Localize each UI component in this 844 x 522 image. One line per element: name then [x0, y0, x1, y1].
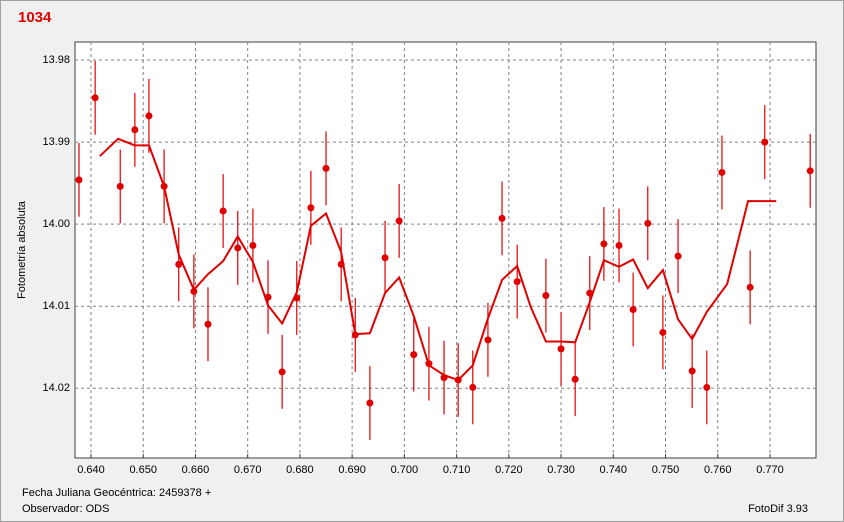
data-point [204, 320, 212, 328]
observer: Observador: ODS [22, 503, 109, 515]
data-point [615, 241, 623, 249]
y-tick-label: 14.00 [42, 218, 70, 230]
data-point [410, 351, 418, 359]
x-axis-label: Fecha Juliana Geocéntrica: 2459378 + [22, 487, 211, 499]
y-tick-label: 13.98 [42, 54, 70, 66]
data-point [469, 383, 477, 391]
data-point [600, 240, 608, 248]
x-tick-label: 0.770 [756, 464, 784, 476]
x-tick-label: 0.730 [547, 464, 575, 476]
data-point [91, 94, 99, 102]
plot-area [74, 41, 817, 459]
chart-title: 1034 [18, 9, 52, 26]
x-tick-label: 0.700 [391, 464, 419, 476]
data-point [249, 241, 257, 249]
data-point [175, 260, 183, 268]
data-point [145, 112, 153, 120]
data-point [674, 252, 682, 260]
software: FotoDif 3.93 [748, 503, 808, 515]
data-point [659, 328, 667, 336]
x-tick-label: 0.680 [286, 464, 314, 476]
data-point [116, 182, 124, 190]
data-point [219, 207, 227, 215]
x-tick-label: 0.740 [600, 464, 628, 476]
fit-line [99, 137, 777, 382]
x-tick-label: 0.720 [495, 464, 523, 476]
x-tick-label: 0.640 [77, 464, 105, 476]
data-point [644, 219, 652, 227]
y-axis-label: Fotometría absoluta [16, 200, 28, 299]
data-point [718, 168, 726, 176]
x-tick-label: 0.650 [129, 464, 157, 476]
data-point [75, 176, 83, 184]
y-tick-label: 13.99 [42, 136, 70, 148]
data-point [761, 138, 769, 146]
data-point [571, 375, 579, 383]
data-point [484, 336, 492, 344]
data-point [307, 204, 315, 212]
data-point [746, 283, 754, 291]
x-tick-label: 0.710 [443, 464, 471, 476]
x-tick-label: 0.670 [234, 464, 262, 476]
data-point [542, 292, 550, 300]
data-point [278, 368, 286, 376]
y-tick-label: 14.02 [42, 382, 70, 394]
x-tick-label: 0.660 [182, 464, 210, 476]
data-point [381, 254, 389, 262]
data-point [234, 244, 242, 252]
data-point [131, 126, 139, 134]
y-tick-label: 14.01 [42, 300, 70, 312]
data-point [366, 399, 374, 407]
data-point [557, 345, 565, 353]
x-tick-label: 0.760 [704, 464, 732, 476]
data-point [688, 367, 696, 375]
data-point [395, 217, 403, 225]
data-point [498, 214, 506, 222]
data-point [513, 278, 521, 286]
data-point [322, 164, 330, 172]
data-point [629, 305, 637, 313]
data-point [806, 167, 814, 175]
data-point [703, 383, 711, 391]
data-point [190, 287, 198, 295]
x-tick-label: 0.690 [338, 464, 366, 476]
x-tick-label: 0.750 [652, 464, 680, 476]
